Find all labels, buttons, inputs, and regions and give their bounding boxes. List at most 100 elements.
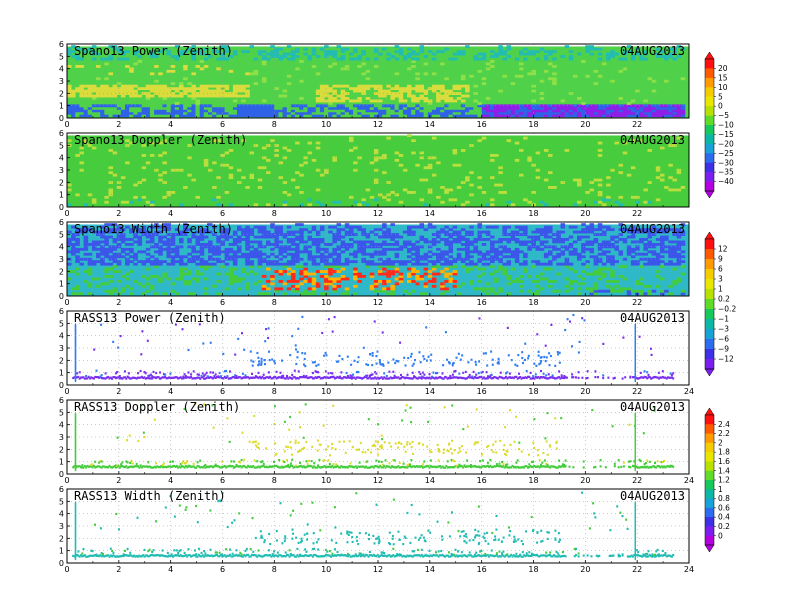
heatmap-cell xyxy=(228,114,234,118)
heatmap-cell xyxy=(382,243,387,246)
heatmap-cell xyxy=(129,243,134,246)
scatter-point xyxy=(73,376,76,379)
heatmap-cell xyxy=(535,260,541,264)
heatmap-cell xyxy=(390,114,395,118)
heatmap-cell xyxy=(216,176,221,180)
heatmap-cell xyxy=(523,109,528,113)
heatmap-cell xyxy=(125,106,130,110)
heatmap-cell xyxy=(543,233,549,236)
heatmap-cell xyxy=(83,240,89,244)
heatmap-cell xyxy=(191,111,196,115)
scatter-point xyxy=(152,466,155,469)
heatmap-cell xyxy=(129,287,134,291)
heatmap-cell xyxy=(456,247,462,251)
heatmap-cell xyxy=(419,198,425,202)
heatmap-cell xyxy=(241,255,246,259)
heatmap-cell xyxy=(183,89,188,93)
scatter-point xyxy=(162,376,165,379)
heatmap-cell xyxy=(299,292,304,296)
heatmap-cell xyxy=(336,109,342,113)
heatmap-cell xyxy=(278,280,284,283)
heatmap-cell xyxy=(228,275,234,278)
scatter-point xyxy=(577,376,580,379)
heatmap-cell xyxy=(241,252,246,256)
heatmap-cell xyxy=(274,260,279,264)
heatmap-cell xyxy=(394,235,400,239)
heatmap-cell xyxy=(158,230,163,234)
y-tick-label: 6 xyxy=(59,307,64,316)
x-tick-label: 18 xyxy=(528,209,538,218)
heatmap-cell xyxy=(220,45,225,49)
heatmap-cell xyxy=(560,262,566,266)
scatter-point xyxy=(279,371,282,374)
scatter-point xyxy=(120,463,123,466)
heatmap-cell xyxy=(626,111,632,115)
scatter-point xyxy=(205,371,208,374)
heatmap-cell xyxy=(539,240,545,244)
heatmap-cell xyxy=(237,280,242,283)
heatmap-cell xyxy=(71,287,76,291)
heatmap-cell xyxy=(228,247,234,251)
heatmap-cell xyxy=(212,250,217,254)
heatmap-cell xyxy=(149,55,155,58)
heatmap-cell xyxy=(116,89,122,93)
scatter-point xyxy=(602,376,605,380)
heatmap-cell xyxy=(564,111,570,115)
scatter-point xyxy=(441,372,444,375)
heatmap-cell xyxy=(361,84,366,88)
scatter-point xyxy=(560,376,563,379)
heatmap-cell xyxy=(212,262,217,266)
heatmap-cell xyxy=(415,255,420,259)
heatmap-cell xyxy=(191,57,196,61)
heatmap-cell xyxy=(601,272,607,276)
heatmap-cell xyxy=(315,111,321,115)
heatmap-cell xyxy=(299,203,304,207)
scatter-point xyxy=(304,352,307,355)
scatter-point xyxy=(169,372,172,375)
heatmap-cell xyxy=(473,250,478,254)
heatmap-cell xyxy=(195,195,201,199)
heatmap-cell xyxy=(257,240,263,244)
scatter-point xyxy=(113,376,116,379)
scatter-point xyxy=(200,376,203,379)
heatmap-cell xyxy=(394,233,400,236)
heatmap-cell xyxy=(166,250,172,254)
heatmap-cell xyxy=(452,149,458,152)
scatter-point xyxy=(182,377,185,380)
heatmap-cell xyxy=(593,292,599,296)
heatmap-cell xyxy=(647,240,653,244)
heatmap-cell xyxy=(402,99,408,103)
scatter-point xyxy=(169,376,172,379)
heatmap-cell xyxy=(630,111,636,115)
heatmap-cell xyxy=(328,65,333,68)
scatter-point xyxy=(152,370,155,373)
heatmap-cell xyxy=(340,89,346,93)
heatmap-cell xyxy=(469,250,474,254)
scatter-point xyxy=(141,330,144,333)
heatmap-cell xyxy=(133,111,138,115)
heatmap-cell xyxy=(378,243,383,246)
heatmap-cell xyxy=(655,238,661,241)
heatmap-cell xyxy=(382,92,387,95)
scatter-point xyxy=(107,466,110,469)
heatmap-cell xyxy=(510,255,516,259)
heatmap-cell xyxy=(660,55,665,58)
heatmap-cell xyxy=(427,270,433,273)
heatmap-cell xyxy=(290,247,296,251)
heatmap-cell xyxy=(245,252,250,256)
heatmap-cell xyxy=(519,104,524,108)
scatter-point xyxy=(448,361,451,364)
scatter-point xyxy=(82,466,85,469)
heatmap-cell xyxy=(158,280,163,283)
heatmap-cell xyxy=(556,262,561,266)
scatter-point xyxy=(650,377,653,380)
heatmap-cell xyxy=(145,235,151,239)
scatter-point xyxy=(100,374,103,377)
heatmap-cell xyxy=(79,65,84,68)
heatmap-cell xyxy=(643,57,648,61)
heatmap-cell xyxy=(96,104,101,108)
heatmap-cell xyxy=(402,230,408,234)
heatmap-cell xyxy=(506,139,512,143)
heatmap-cell xyxy=(162,161,167,165)
heatmap-cell xyxy=(444,262,449,266)
